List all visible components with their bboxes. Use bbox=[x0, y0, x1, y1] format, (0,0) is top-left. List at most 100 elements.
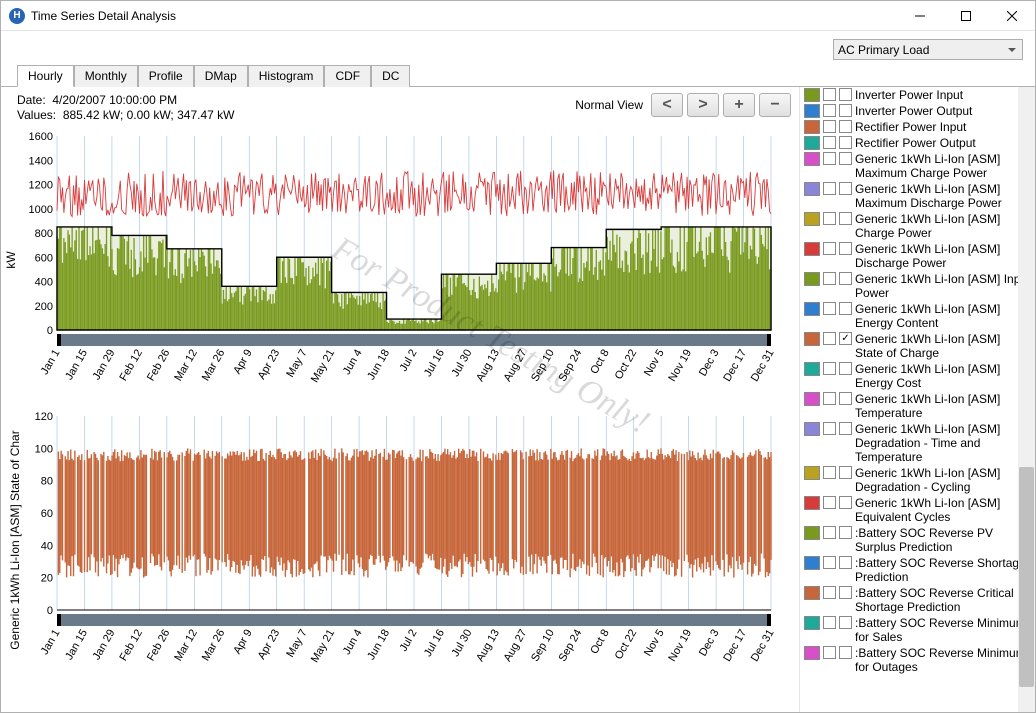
svg-text:Aug 13: Aug 13 bbox=[474, 348, 502, 384]
svg-text:1600: 1600 bbox=[29, 131, 53, 143]
legend-checkbox-left[interactable] bbox=[823, 526, 836, 539]
legend-checkbox-left[interactable] bbox=[823, 242, 836, 255]
legend-checkbox-right[interactable] bbox=[839, 422, 852, 435]
svg-text:Nov 5: Nov 5 bbox=[642, 348, 667, 379]
svg-text:Jan 29: Jan 29 bbox=[91, 628, 118, 663]
legend-checkbox-right[interactable] bbox=[839, 120, 852, 133]
legend-item: Generic 1kWh Li-Ion [ASM] Charge Power bbox=[800, 211, 1035, 241]
legend-checkbox-left[interactable] bbox=[823, 212, 836, 225]
svg-text:May 21: May 21 bbox=[309, 348, 337, 385]
prev-button[interactable]: < bbox=[651, 93, 683, 117]
legend-checkbox-left[interactable] bbox=[823, 272, 836, 285]
maximize-button[interactable] bbox=[943, 1, 989, 31]
legend-checkbox-right[interactable] bbox=[839, 136, 852, 149]
legend-checkbox-right[interactable] bbox=[839, 242, 852, 255]
tab-histogram[interactable]: Histogram bbox=[248, 65, 325, 87]
legend-checkbox-right[interactable] bbox=[839, 496, 852, 509]
legend-checkbox-right[interactable] bbox=[839, 466, 852, 479]
legend-checkbox-left[interactable] bbox=[823, 302, 836, 315]
zoom-in-button[interactable]: + bbox=[723, 93, 755, 117]
legend-swatch bbox=[804, 88, 820, 102]
legend-checkbox-right[interactable] bbox=[839, 392, 852, 405]
tab-monthly[interactable]: Monthly bbox=[74, 65, 138, 87]
legend-checkbox-left[interactable] bbox=[823, 422, 836, 435]
tab-hourly[interactable]: Hourly bbox=[17, 65, 74, 87]
legend-checkbox-left[interactable] bbox=[823, 362, 836, 375]
legend-checkbox-left[interactable] bbox=[823, 392, 836, 405]
tab-dmap[interactable]: DMap bbox=[194, 65, 248, 87]
svg-text:Sep 10: Sep 10 bbox=[529, 348, 557, 384]
svg-text:Oct 8: Oct 8 bbox=[588, 348, 612, 377]
legend-checkbox-left[interactable] bbox=[823, 466, 836, 479]
legend-checkbox-left[interactable] bbox=[823, 88, 836, 101]
tab-profile[interactable]: Profile bbox=[138, 65, 194, 87]
svg-text:Dec 3: Dec 3 bbox=[697, 628, 722, 659]
legend-scrollbar[interactable] bbox=[1018, 87, 1035, 712]
legend-checkbox-left[interactable] bbox=[823, 182, 836, 195]
legend-label: :Battery SOC Reverse Minimum for Sales bbox=[855, 616, 1031, 644]
svg-text:Aug 27: Aug 27 bbox=[502, 348, 530, 384]
legend-swatch bbox=[804, 422, 820, 436]
legend-checkbox-right[interactable] bbox=[839, 104, 852, 117]
legend-checkbox-right[interactable] bbox=[839, 616, 852, 629]
tab-dc[interactable]: DC bbox=[371, 65, 410, 87]
legend-label: :Battery SOC Reverse PV Surplus Predicti… bbox=[855, 526, 1031, 554]
svg-text:May 7: May 7 bbox=[284, 348, 309, 380]
next-button[interactable]: > bbox=[687, 93, 719, 117]
series-dropdown[interactable]: AC Primary Load bbox=[833, 39, 1023, 60]
legend-checkbox-right[interactable] bbox=[839, 212, 852, 225]
svg-text:Dec 31: Dec 31 bbox=[749, 348, 777, 384]
minimize-button[interactable] bbox=[897, 1, 943, 31]
zoom-out-button[interactable]: − bbox=[759, 93, 791, 117]
legend-checkbox-right[interactable] bbox=[839, 302, 852, 315]
legend-checkbox-left[interactable] bbox=[823, 120, 836, 133]
legend-item: :Battery SOC Reverse Shortage Prediction bbox=[800, 555, 1035, 585]
legend-swatch bbox=[804, 556, 820, 570]
legend-swatch bbox=[804, 272, 820, 286]
svg-text:Nov 5: Nov 5 bbox=[642, 628, 667, 659]
legend-checkbox-right[interactable] bbox=[839, 586, 852, 599]
svg-text:0: 0 bbox=[47, 605, 53, 617]
legend-item: Generic 1kWh Li-Ion [ASM] Energy Content bbox=[800, 301, 1035, 331]
legend-checkbox-left[interactable] bbox=[823, 556, 836, 569]
svg-text:Jan 1: Jan 1 bbox=[39, 348, 63, 377]
chart-kw: kW 02004006008001000120014001600Jan 1Jan… bbox=[17, 130, 795, 390]
tab-cdf[interactable]: CDF bbox=[324, 65, 371, 87]
scrollbar-thumb[interactable] bbox=[1019, 467, 1034, 687]
svg-text:Jul 30: Jul 30 bbox=[449, 348, 474, 379]
svg-text:40: 40 bbox=[41, 540, 53, 552]
close-button[interactable] bbox=[989, 1, 1035, 31]
legend-checkbox-left[interactable] bbox=[823, 104, 836, 117]
legend-label: :Battery SOC Reverse Minimum for Outages bbox=[855, 646, 1031, 674]
legend-checkbox-right[interactable] bbox=[839, 556, 852, 569]
legend-swatch bbox=[804, 212, 820, 226]
legend-checkbox-right[interactable] bbox=[839, 362, 852, 375]
svg-text:1400: 1400 bbox=[29, 155, 53, 167]
legend-checkbox-right[interactable] bbox=[839, 272, 852, 285]
legend-label: Generic 1kWh Li-Ion [ASM] Energy Cost bbox=[855, 362, 1031, 390]
legend-checkbox-right[interactable] bbox=[839, 526, 852, 539]
legend-checkbox-left[interactable] bbox=[823, 152, 836, 165]
legend-label: Inverter Power Input bbox=[855, 88, 1031, 102]
legend-checkbox-right[interactable] bbox=[839, 646, 852, 659]
legend-checkbox-right[interactable]: ✓ bbox=[839, 332, 852, 345]
legend-checkbox-left[interactable] bbox=[823, 496, 836, 509]
svg-text:Feb 12: Feb 12 bbox=[117, 348, 145, 384]
legend-checkbox-right[interactable] bbox=[839, 88, 852, 101]
legend-checkbox-right[interactable] bbox=[839, 182, 852, 195]
svg-text:Aug 27: Aug 27 bbox=[502, 628, 530, 664]
svg-text:Feb 26: Feb 26 bbox=[145, 348, 173, 384]
legend-checkbox-left[interactable] bbox=[823, 136, 836, 149]
legend-label: Rectifier Power Input bbox=[855, 120, 1031, 134]
legend-checkbox-left[interactable] bbox=[823, 586, 836, 599]
legend-checkbox-right[interactable] bbox=[839, 152, 852, 165]
svg-text:Nov 19: Nov 19 bbox=[666, 348, 694, 384]
svg-text:120: 120 bbox=[35, 411, 53, 423]
legend-swatch bbox=[804, 242, 820, 256]
svg-text:Jul 30: Jul 30 bbox=[449, 628, 474, 659]
legend-checkbox-left[interactable] bbox=[823, 616, 836, 629]
svg-text:100: 100 bbox=[35, 443, 53, 455]
legend-checkbox-left[interactable] bbox=[823, 332, 836, 345]
svg-text:Dec 17: Dec 17 bbox=[721, 348, 749, 384]
legend-checkbox-left[interactable] bbox=[823, 646, 836, 659]
